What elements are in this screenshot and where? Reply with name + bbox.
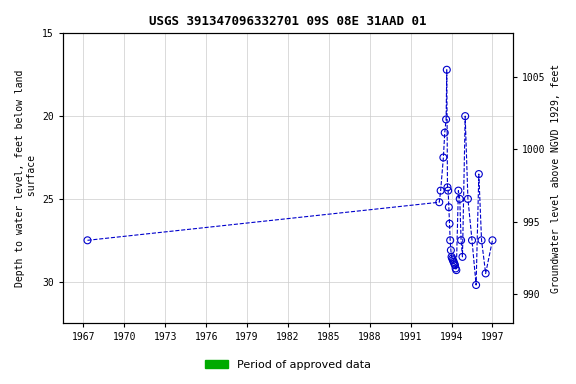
Point [442, 67, 452, 73]
Point [450, 260, 459, 266]
Point [457, 237, 466, 243]
Point [467, 237, 476, 243]
Point [463, 196, 472, 202]
Point [450, 262, 460, 268]
Point [435, 199, 444, 205]
Bar [438, 323, 499, 331]
Point [446, 247, 456, 253]
Point [481, 270, 490, 276]
Point [449, 259, 458, 265]
Y-axis label: Depth to water level, feet below land
 surface: Depth to water level, feet below land su… [15, 70, 37, 287]
Point [454, 187, 463, 194]
Point [477, 237, 486, 243]
Point [444, 204, 453, 210]
Point [440, 130, 449, 136]
Legend: Period of approved data: Period of approved data [201, 356, 375, 375]
Point [83, 237, 92, 243]
Title: USGS 391347096332701 09S 08E 31AAD 01: USGS 391347096332701 09S 08E 31AAD 01 [149, 15, 427, 28]
Point [458, 254, 467, 260]
Point [436, 187, 445, 194]
Point [488, 237, 497, 243]
Point [447, 254, 456, 260]
Point [472, 282, 481, 288]
Point [455, 196, 464, 202]
Point [446, 237, 455, 243]
Y-axis label: Groundwater level above NGVD 1929, feet: Groundwater level above NGVD 1929, feet [551, 64, 561, 293]
Point [451, 265, 460, 271]
Point [445, 221, 454, 227]
Point [441, 116, 450, 122]
Point [452, 267, 461, 273]
Point [448, 257, 457, 263]
Point [448, 255, 457, 262]
Bar [63, 323, 94, 331]
Point [443, 184, 452, 190]
Point [461, 113, 470, 119]
Point [439, 154, 448, 161]
Point [474, 171, 483, 177]
Point [444, 187, 453, 194]
